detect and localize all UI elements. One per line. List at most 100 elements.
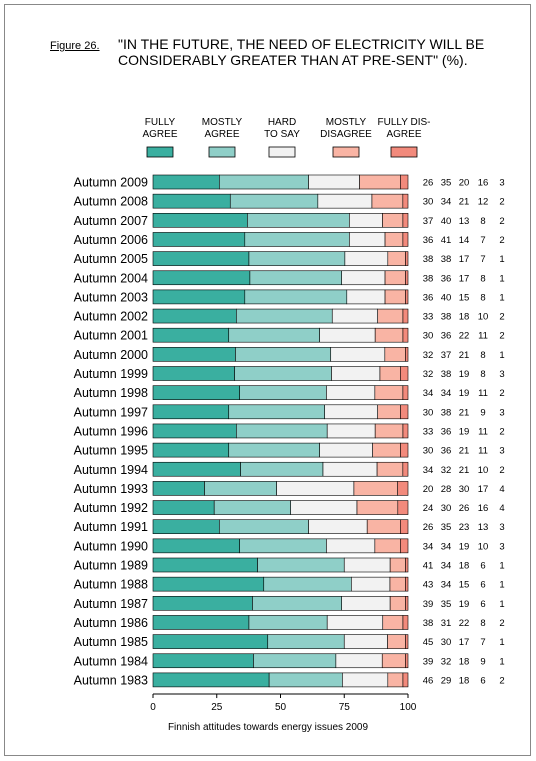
data-label: 8 xyxy=(480,350,485,361)
data-label: 41 xyxy=(423,561,434,572)
bar-segment xyxy=(405,557,409,573)
bar-segment xyxy=(152,557,258,573)
bar-segment xyxy=(152,385,240,400)
bar-segment xyxy=(335,653,383,669)
bar-segment xyxy=(263,576,352,592)
data-label: 10 xyxy=(478,465,489,476)
bar-segment xyxy=(317,193,373,209)
bar-segment xyxy=(152,174,220,190)
bar-segment xyxy=(402,423,409,439)
category-label: Autumn 1996 xyxy=(74,424,148,438)
data-label: 19 xyxy=(459,369,470,380)
legend-swatch-4 xyxy=(332,146,360,158)
data-label: 11 xyxy=(478,446,488,457)
bar-segment xyxy=(152,366,235,381)
x-tick-label: 75 xyxy=(339,702,351,713)
bar-segment xyxy=(248,251,346,266)
data-label: 3 xyxy=(499,369,504,380)
data-label: 36 xyxy=(441,446,452,457)
bar-segment xyxy=(405,347,409,362)
data-label: 36 xyxy=(441,426,452,437)
data-label: 30 xyxy=(423,446,434,457)
bar-segment xyxy=(152,595,253,611)
data-label: 12 xyxy=(478,197,489,208)
data-label: 21 xyxy=(459,350,470,361)
bar-segment xyxy=(353,481,398,496)
figure-label: Figure 26. xyxy=(50,40,100,52)
data-label: 7 xyxy=(480,235,485,246)
data-label: 35 xyxy=(441,599,452,610)
bar-segment xyxy=(290,500,358,515)
data-label: 3 xyxy=(499,178,504,189)
bar-segment xyxy=(152,251,250,266)
legend-label-1: FULLY xyxy=(145,117,176,128)
bar-segment xyxy=(152,634,269,649)
data-label: 18 xyxy=(459,656,470,667)
data-label: 8 xyxy=(480,292,485,303)
bar-segment xyxy=(405,270,409,286)
legend-label-2: MOSTLY xyxy=(202,117,243,128)
bar-segment xyxy=(152,538,240,554)
data-label: 18 xyxy=(459,312,470,323)
bar-segment xyxy=(236,308,333,324)
data-label: 26 xyxy=(423,522,434,533)
data-label: 34 xyxy=(423,465,434,476)
legend-label-4: DISAGREE xyxy=(320,129,372,140)
bar-segment xyxy=(405,634,409,649)
bar-segment xyxy=(387,672,404,688)
bar-segment xyxy=(387,634,406,649)
bar-segment xyxy=(402,308,409,324)
bar-segment xyxy=(384,347,406,362)
legend-label-3: HARD xyxy=(268,117,296,128)
data-label: 20 xyxy=(459,178,470,189)
data-label: 3 xyxy=(499,446,504,457)
category-label: Autumn 1995 xyxy=(74,444,148,458)
data-label: 26 xyxy=(459,503,470,514)
data-label: 10 xyxy=(478,312,489,323)
category-label: Autumn 1998 xyxy=(74,386,148,400)
bar-segment xyxy=(400,174,409,190)
bar-segment xyxy=(228,442,320,458)
bar-segment xyxy=(152,461,241,477)
bar-segment xyxy=(384,270,406,286)
data-label: 13 xyxy=(459,216,470,227)
bar-segment xyxy=(397,481,409,496)
x-tick-label: 100 xyxy=(400,702,417,713)
bar-segment xyxy=(382,615,404,630)
bar-segment xyxy=(326,538,376,554)
data-label: 17 xyxy=(459,273,470,284)
bar-segment xyxy=(152,327,230,343)
category-label: Autumn 2002 xyxy=(74,310,148,324)
legend-label-2: AGREE xyxy=(204,129,239,140)
bar-segment xyxy=(152,615,250,630)
bar-segment xyxy=(229,193,319,209)
bar-segment xyxy=(257,557,345,573)
bar-segment xyxy=(228,404,325,420)
bar-segment xyxy=(240,461,324,477)
bar-segment xyxy=(249,270,342,286)
data-label: 1 xyxy=(499,292,504,303)
bar-segment xyxy=(389,595,406,611)
bar-segment xyxy=(400,519,409,535)
data-label: 11 xyxy=(478,426,488,437)
category-label: Autumn 1993 xyxy=(74,482,148,496)
data-label: 23 xyxy=(459,522,470,533)
data-label: 22 xyxy=(459,618,470,629)
bar-segment xyxy=(405,595,409,611)
x-tick-label: 50 xyxy=(275,702,287,713)
data-label: 2 xyxy=(499,331,504,342)
data-label: 8 xyxy=(480,216,485,227)
bar-segment xyxy=(400,538,409,554)
bar-segment xyxy=(382,213,404,228)
category-label: Autumn 1997 xyxy=(74,405,148,419)
data-label: 1 xyxy=(499,656,504,667)
bar-segment xyxy=(267,634,345,649)
bar-segment xyxy=(400,442,409,458)
data-label: 2 xyxy=(499,216,504,227)
category-label: Autumn 1985 xyxy=(74,635,148,649)
data-label: 2 xyxy=(499,235,504,246)
data-label: 18 xyxy=(459,561,470,572)
data-label: 19 xyxy=(459,599,470,610)
bar-segment xyxy=(244,289,348,305)
